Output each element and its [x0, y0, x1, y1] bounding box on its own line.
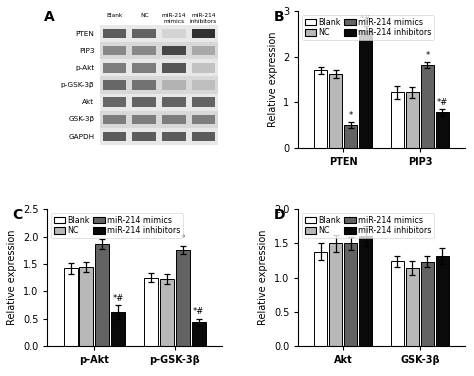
Text: p-GSK-3β: p-GSK-3β: [61, 82, 94, 88]
Text: *#: *#: [193, 308, 204, 317]
Bar: [95, 244, 109, 346]
Text: *: *: [348, 111, 353, 120]
Bar: [359, 30, 372, 148]
Bar: [132, 80, 156, 90]
Bar: [103, 132, 127, 141]
Bar: [64, 268, 78, 346]
Text: *#: *#: [112, 294, 124, 303]
Bar: [100, 59, 219, 76]
Bar: [79, 267, 93, 346]
Bar: [162, 97, 186, 107]
Y-axis label: Relative expression: Relative expression: [7, 230, 18, 325]
Bar: [359, 236, 372, 346]
Text: C: C: [12, 208, 23, 222]
Text: *#: *#: [360, 15, 371, 24]
Text: *: *: [181, 234, 185, 243]
Text: PTEN: PTEN: [76, 30, 94, 36]
Legend: Blank, NC, miR-214 mimics, miR-214 inhibitors: Blank, NC, miR-214 mimics, miR-214 inhib…: [51, 213, 183, 238]
Bar: [100, 76, 219, 94]
Bar: [314, 252, 327, 346]
Bar: [100, 111, 219, 128]
Bar: [191, 97, 215, 107]
Bar: [191, 115, 215, 124]
Text: *: *: [100, 227, 104, 236]
Text: p-Akt: p-Akt: [75, 65, 94, 71]
Bar: [160, 279, 174, 346]
Bar: [100, 42, 219, 59]
Bar: [144, 277, 158, 346]
Bar: [420, 262, 434, 346]
Bar: [162, 29, 186, 38]
Bar: [103, 80, 127, 90]
Bar: [103, 46, 127, 55]
Bar: [391, 92, 404, 148]
Bar: [191, 63, 215, 73]
Text: miR-214
mimics: miR-214 mimics: [162, 13, 186, 24]
Bar: [132, 132, 156, 141]
Bar: [132, 63, 156, 73]
Text: *: *: [425, 50, 429, 59]
Bar: [103, 97, 127, 107]
Bar: [344, 125, 357, 148]
Bar: [406, 92, 419, 148]
Text: PIP3: PIP3: [79, 48, 94, 54]
Bar: [100, 25, 219, 42]
Bar: [344, 244, 357, 346]
Bar: [162, 63, 186, 73]
Bar: [391, 261, 404, 346]
Bar: [111, 312, 125, 346]
Legend: Blank, NC, miR-214 mimics, miR-214 inhibitors: Blank, NC, miR-214 mimics, miR-214 inhib…: [302, 15, 434, 40]
Text: A: A: [44, 10, 55, 24]
Bar: [191, 29, 215, 38]
Text: miR-214
inhibitors: miR-214 inhibitors: [190, 13, 217, 24]
Bar: [132, 46, 156, 55]
Bar: [191, 80, 215, 90]
Text: D: D: [273, 208, 285, 222]
Bar: [132, 29, 156, 38]
Legend: Blank, NC, miR-214 mimics, miR-214 inhibitors: Blank, NC, miR-214 mimics, miR-214 inhib…: [302, 213, 434, 238]
Bar: [176, 250, 190, 346]
Bar: [314, 70, 327, 148]
Y-axis label: Relative expression: Relative expression: [268, 32, 278, 127]
Bar: [191, 132, 215, 141]
Bar: [191, 46, 215, 55]
Bar: [329, 74, 342, 148]
Y-axis label: Relative expression: Relative expression: [258, 230, 268, 325]
Text: NC: NC: [140, 13, 148, 18]
Bar: [132, 115, 156, 124]
Bar: [406, 268, 419, 346]
Text: Akt: Akt: [82, 99, 94, 105]
Bar: [100, 128, 219, 145]
Bar: [103, 29, 127, 38]
Text: *#: *#: [437, 98, 448, 107]
Bar: [162, 80, 186, 90]
Text: B: B: [273, 10, 284, 24]
Bar: [162, 132, 186, 141]
Bar: [132, 97, 156, 107]
Bar: [420, 65, 434, 148]
Bar: [191, 323, 206, 346]
Bar: [103, 63, 127, 73]
Bar: [162, 115, 186, 124]
Bar: [436, 256, 449, 346]
Bar: [103, 115, 127, 124]
Text: GSK-3β: GSK-3β: [68, 117, 94, 122]
Text: Blank: Blank: [107, 13, 123, 18]
Bar: [162, 46, 186, 55]
Bar: [329, 244, 342, 346]
Bar: [100, 94, 219, 111]
Bar: [436, 112, 449, 148]
Text: GAPDH: GAPDH: [68, 133, 94, 139]
